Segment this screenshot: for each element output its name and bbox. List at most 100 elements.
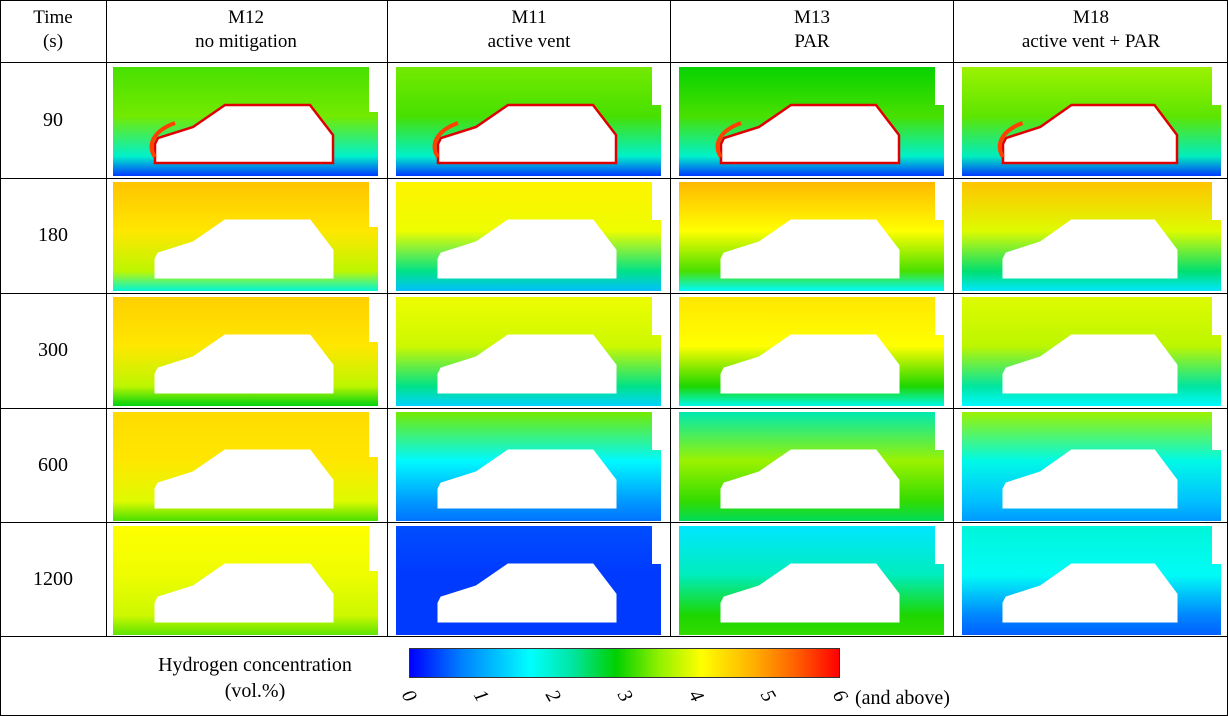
vent-opening bbox=[1212, 412, 1221, 450]
vent-opening bbox=[1212, 526, 1221, 564]
vehicle-outline bbox=[437, 449, 617, 509]
contour-field bbox=[962, 182, 1221, 291]
vent-opening bbox=[652, 526, 661, 564]
vent-opening bbox=[652, 297, 661, 335]
contour-field bbox=[962, 412, 1221, 521]
grid-line-top bbox=[0, 0, 1228, 1]
contour-panel-m12-t1200 bbox=[113, 526, 378, 635]
contour-field bbox=[113, 526, 378, 635]
grid-line-col4 bbox=[953, 0, 954, 636]
vent-opening bbox=[935, 526, 944, 564]
contour-field bbox=[679, 297, 944, 406]
vent-opening bbox=[652, 412, 661, 450]
time-cell-600: 600 bbox=[38, 453, 68, 476]
contour-field bbox=[396, 67, 661, 176]
contour-field bbox=[113, 297, 378, 406]
time-cell-1200: 1200 bbox=[33, 567, 73, 590]
vehicle-outline bbox=[154, 334, 334, 394]
contour-panel-m18-t1200 bbox=[962, 526, 1221, 635]
contour-panel-m12-t180 bbox=[113, 182, 378, 291]
contour-field bbox=[113, 67, 378, 176]
contour-panel-m11-t300 bbox=[396, 297, 661, 406]
vehicle-outline bbox=[437, 219, 617, 279]
header-m13-line2: PAR bbox=[794, 31, 830, 52]
contour-panel-m13-t1200 bbox=[679, 526, 944, 635]
legend-title: Hydrogen concentration (vol.%) bbox=[110, 652, 400, 704]
vehicle-outline bbox=[437, 334, 617, 394]
colorbar-tick-4: 4 bbox=[684, 686, 709, 706]
contour-field bbox=[396, 412, 661, 521]
contour-field bbox=[962, 67, 1221, 176]
header-m12-line1: M12 bbox=[228, 7, 264, 28]
contour-field bbox=[396, 297, 661, 406]
colorbar bbox=[409, 648, 840, 678]
contour-field bbox=[396, 182, 661, 291]
grid-line-col3 bbox=[670, 0, 671, 636]
contour-panel-m18-t90 bbox=[962, 67, 1221, 176]
vehicle-outline bbox=[436, 103, 618, 165]
grid-line-row2 bbox=[0, 293, 1228, 294]
contour-panel-m12-t600 bbox=[113, 412, 378, 521]
contour-panel-m18-t600 bbox=[962, 412, 1221, 521]
contour-panel-m18-t300 bbox=[962, 297, 1221, 406]
grid-line-row1 bbox=[0, 178, 1228, 179]
header-m18-line1: M18 bbox=[1073, 7, 1109, 28]
hydrogen-plume bbox=[432, 121, 459, 159]
vehicle-outline bbox=[720, 449, 900, 509]
contour-field bbox=[113, 182, 378, 291]
grid-line-row4 bbox=[0, 522, 1228, 523]
grid-line-row5 bbox=[0, 636, 1228, 637]
vent-opening bbox=[1212, 67, 1221, 105]
vent-opening bbox=[935, 67, 944, 105]
vehicle-outline bbox=[437, 563, 617, 623]
contour-panel-m13-t180 bbox=[679, 182, 944, 291]
vehicle-outline bbox=[1001, 103, 1179, 165]
contour-panel-m13-t600 bbox=[679, 412, 944, 521]
contour-field bbox=[679, 67, 944, 176]
colorbar-tick-0: 0 bbox=[396, 686, 422, 706]
vehicle-outline bbox=[720, 563, 900, 623]
vent-opening bbox=[369, 182, 378, 227]
contour-field bbox=[962, 526, 1221, 635]
colorbar-tick-3: 3 bbox=[612, 686, 637, 706]
header-m11: M11 active vent bbox=[388, 6, 670, 54]
contour-panel-m11-t90 bbox=[396, 67, 661, 176]
header-time-line1: Time bbox=[33, 7, 73, 28]
vent-opening bbox=[369, 297, 378, 342]
vehicle-outline bbox=[1002, 449, 1178, 509]
contour-panel-m13-t300 bbox=[679, 297, 944, 406]
vehicle-outline bbox=[154, 449, 334, 509]
vehicle-outline bbox=[154, 563, 334, 623]
time-cell-300: 300 bbox=[38, 339, 68, 361]
contour-field bbox=[679, 412, 944, 521]
header-time-line2: (s) bbox=[42, 31, 64, 52]
contour-panel-m13-t90 bbox=[679, 67, 944, 176]
header-time: Time (s) bbox=[0, 6, 106, 54]
vent-opening bbox=[369, 67, 378, 112]
contour-panel-m12-t90 bbox=[113, 67, 378, 176]
contour-panel-m18-t180 bbox=[962, 182, 1221, 291]
contour-field bbox=[113, 412, 378, 521]
contour-field bbox=[396, 526, 661, 635]
vent-opening bbox=[369, 412, 378, 457]
colorbar-suffix: (and above) bbox=[855, 687, 950, 709]
vent-opening bbox=[935, 412, 944, 450]
legend-title-line1: Hydrogen concentration bbox=[158, 654, 352, 676]
hydrogen-plume bbox=[715, 121, 742, 159]
contour-field bbox=[679, 526, 944, 635]
colorbar-tick-2: 2 bbox=[540, 686, 565, 706]
hydrogen-plume bbox=[149, 121, 176, 159]
vent-opening bbox=[935, 182, 944, 220]
header-m18: M18 active vent + PAR bbox=[954, 6, 1228, 54]
vehicle-outline bbox=[154, 219, 334, 279]
contour-field bbox=[679, 182, 944, 291]
vehicle-outline bbox=[719, 103, 901, 165]
grid-line-left bbox=[0, 0, 1, 716]
header-m12: M12 no mitigation bbox=[106, 6, 386, 54]
vehicle-outline bbox=[1002, 219, 1178, 279]
time-cell-180: 180 bbox=[38, 224, 68, 246]
header-m13: M13 PAR bbox=[671, 6, 953, 54]
vent-opening bbox=[1212, 182, 1221, 220]
contour-field bbox=[962, 297, 1221, 406]
